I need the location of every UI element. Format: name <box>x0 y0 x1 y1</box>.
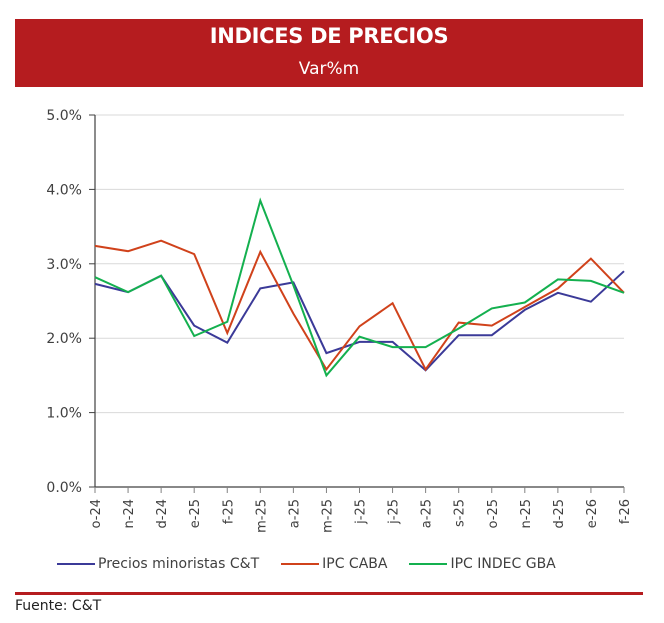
gridlines <box>95 114 624 414</box>
x-tick-label: a-25 <box>420 499 435 528</box>
legend-label-ipc-caba: IPC CABA <box>322 556 388 572</box>
x-tick-label: f-25 <box>221 499 236 524</box>
y-tick-label: 5.0% <box>46 108 82 124</box>
legend-label-cyt: Precios minoristas C&T <box>98 556 260 572</box>
y-tick-label: 1.0% <box>46 406 82 422</box>
x-tick-label: d-25 <box>552 499 567 529</box>
y-tick-label: 4.0% <box>46 182 82 198</box>
series-lines <box>94 197 625 378</box>
legend: Precios minoristas C&T IPC CABA IPC INDE… <box>57 553 578 575</box>
x-axis: o-24 n-24 d-24 e-25 f-25 m-25 a-25 m-25 j-25 j-25… <box>89 486 633 533</box>
x-tick-label: s-25 <box>453 499 468 527</box>
y-tick-label: 2.0% <box>46 331 82 347</box>
chart-title: INDICES DE PRECIOS <box>209 24 449 48</box>
x-tick-label: n-24 <box>122 499 137 528</box>
x-tick-label: n-25 <box>519 499 534 528</box>
y-tick-label: 3.0% <box>46 257 82 273</box>
chart-header: INDICES DE PRECIOS Var%m <box>15 19 643 87</box>
x-tick-label: f-26 <box>618 499 633 524</box>
x-tick-label: j-25 <box>387 499 402 525</box>
source-note: Fuente: C&T <box>15 598 102 614</box>
x-tick-label: o-24 <box>89 499 104 528</box>
x-tick-label: o-25 <box>486 499 501 528</box>
y-axis: 0.0% 1.0% 2.0% 3.0% 4.0% 5.0% <box>46 108 96 496</box>
x-tick-label: m-25 <box>254 499 269 533</box>
series-line-cyt <box>94 270 625 372</box>
x-tick-label: d-24 <box>155 499 170 529</box>
x-tick-label: e-26 <box>585 499 600 528</box>
x-tick-label: e-25 <box>188 499 203 528</box>
series-line-ipc-caba <box>94 239 625 372</box>
legend-item-cyt: Precios minoristas C&T <box>57 556 259 572</box>
chart-subtitle: Var%m <box>298 59 360 79</box>
legend-swatch-ipc-caba <box>281 563 320 565</box>
legend-item-ipc-indec-gba: IPC INDEC GBA <box>409 556 556 572</box>
y-tick-label: 0.0% <box>46 480 82 496</box>
legend-item-ipc-caba: IPC CABA <box>281 556 387 572</box>
x-tick-label: m-25 <box>320 499 335 533</box>
x-tick-label: a-25 <box>287 499 302 528</box>
legend-swatch-ipc-indec-gba <box>409 563 448 565</box>
series-line-ipc-indec-gba <box>94 197 625 378</box>
legend-swatch-cyt <box>57 563 95 565</box>
footer-divider <box>15 592 643 595</box>
x-tick-label: j-25 <box>354 499 369 525</box>
legend-label-ipc-indec-gba: IPC INDEC GBA <box>450 556 556 572</box>
